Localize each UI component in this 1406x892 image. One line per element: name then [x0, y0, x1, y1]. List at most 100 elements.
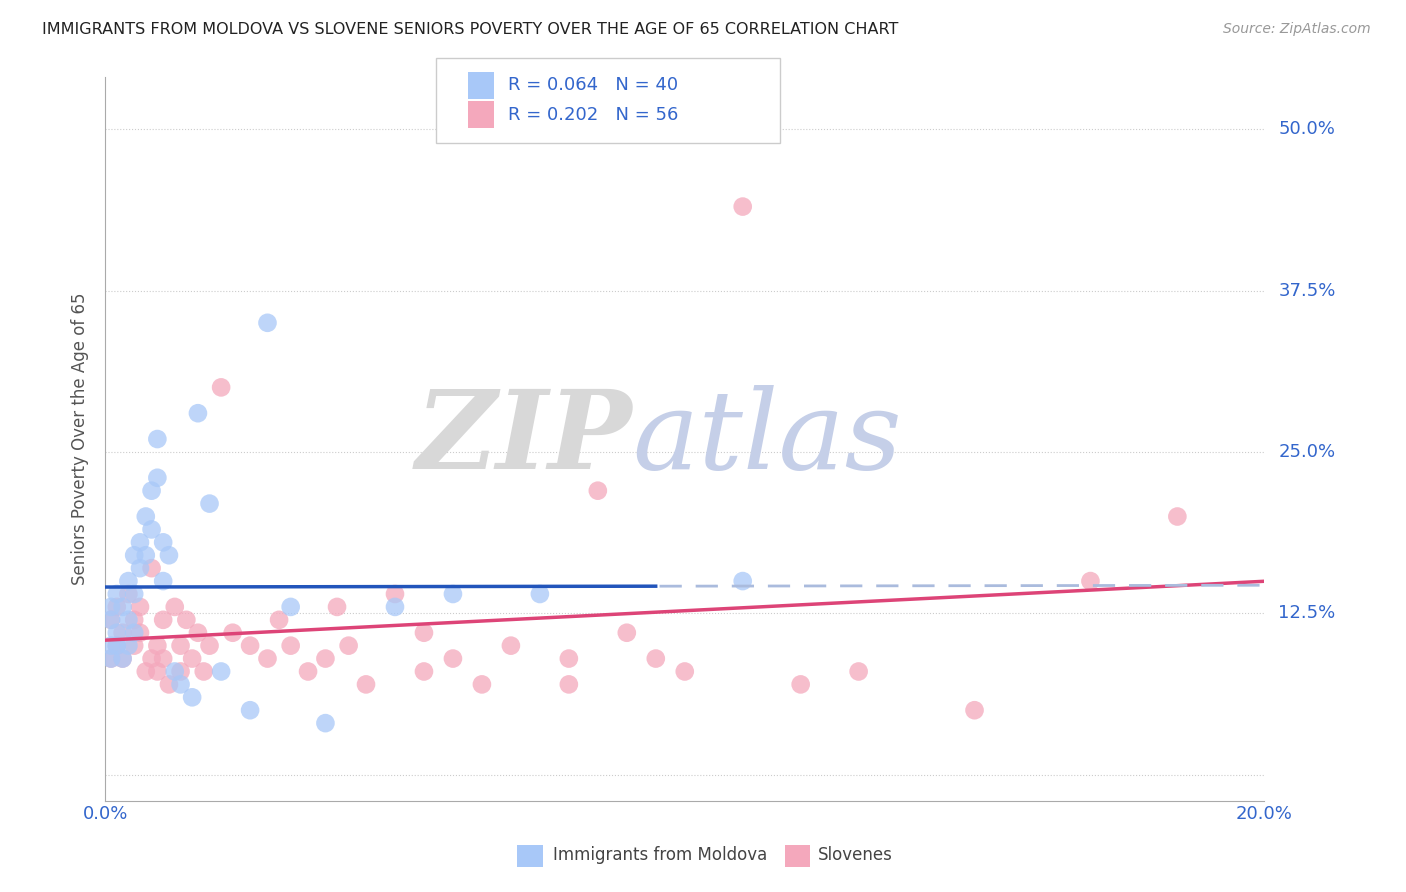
Point [963, 703, 986, 717]
Point [326, 599, 349, 614]
Point [209, 665, 232, 679]
Text: atlas: atlas [633, 385, 903, 492]
Point [100, 613, 122, 627]
Point [176, 613, 198, 627]
Point [100, 599, 122, 614]
Point [558, 651, 581, 665]
Point [111, 625, 134, 640]
Point [616, 625, 638, 640]
Text: IMMIGRANTS FROM MOLDOVA VS SLOVENE SENIORS POVERTY OVER THE AGE OF 65 CORRELATIO: IMMIGRANTS FROM MOLDOVA VS SLOVENE SENIO… [42, 22, 898, 37]
Point [558, 677, 581, 691]
Point [129, 625, 152, 640]
Point [297, 665, 319, 679]
Point [146, 432, 169, 446]
Point [441, 587, 464, 601]
Text: 37.5%: 37.5% [1278, 282, 1336, 300]
Point [141, 483, 163, 498]
Text: 25.0%: 25.0% [1278, 443, 1336, 461]
Point [122, 625, 145, 640]
Point [163, 599, 186, 614]
Point [111, 599, 134, 614]
Point [198, 639, 221, 653]
Point [117, 613, 139, 627]
Point [146, 639, 169, 653]
Point [122, 587, 145, 601]
Point [141, 523, 163, 537]
Point [413, 665, 436, 679]
Point [256, 316, 278, 330]
Point [105, 639, 128, 653]
Text: 50.0%: 50.0% [1278, 120, 1336, 138]
Point [731, 200, 754, 214]
Point [529, 587, 551, 601]
Text: Source: ZipAtlas.com: Source: ZipAtlas.com [1223, 22, 1371, 37]
Point [105, 599, 128, 614]
Point [1166, 509, 1188, 524]
Point [141, 561, 163, 575]
Text: R = 0.064   N = 40: R = 0.064 N = 40 [508, 76, 678, 95]
Point [122, 639, 145, 653]
Point [198, 497, 221, 511]
Point [152, 535, 174, 549]
Point [141, 651, 163, 665]
Point [187, 625, 209, 640]
Point [163, 665, 186, 679]
Point [117, 587, 139, 601]
Point [169, 665, 191, 679]
Point [117, 574, 139, 588]
Point [280, 639, 302, 653]
Point [135, 509, 157, 524]
Point [129, 599, 152, 614]
Point [146, 471, 169, 485]
Point [384, 587, 406, 601]
Point [499, 639, 522, 653]
Point [100, 613, 122, 627]
Point [280, 599, 302, 614]
Point [731, 574, 754, 588]
Point [239, 639, 262, 653]
Point [267, 613, 290, 627]
Point [314, 716, 336, 731]
Point [181, 690, 204, 705]
Point [152, 574, 174, 588]
Point [135, 665, 157, 679]
Point [384, 599, 406, 614]
Point [129, 535, 152, 549]
Point [239, 703, 262, 717]
Point [673, 665, 696, 679]
Point [644, 651, 666, 665]
Point [122, 613, 145, 627]
Point [100, 639, 122, 653]
Point [789, 677, 811, 691]
Point [105, 639, 128, 653]
Text: Immigrants from Moldova: Immigrants from Moldova [553, 847, 766, 864]
Point [441, 651, 464, 665]
Point [413, 625, 436, 640]
Point [117, 639, 139, 653]
Point [111, 651, 134, 665]
Point [105, 625, 128, 640]
Point [105, 587, 128, 601]
Point [122, 548, 145, 562]
Point [146, 665, 169, 679]
Point [152, 651, 174, 665]
Point [586, 483, 609, 498]
Point [187, 406, 209, 420]
Point [152, 613, 174, 627]
Point [181, 651, 204, 665]
Point [222, 625, 245, 640]
Point [1080, 574, 1102, 588]
Point [169, 639, 191, 653]
Text: 12.5%: 12.5% [1278, 605, 1336, 623]
Text: ZIP: ZIP [416, 385, 633, 492]
Point [471, 677, 494, 691]
Point [157, 548, 180, 562]
Point [135, 548, 157, 562]
Point [314, 651, 336, 665]
Point [354, 677, 377, 691]
Point [100, 651, 122, 665]
Text: R = 0.202   N = 56: R = 0.202 N = 56 [508, 106, 678, 124]
Point [169, 677, 191, 691]
Point [129, 561, 152, 575]
Point [157, 677, 180, 691]
